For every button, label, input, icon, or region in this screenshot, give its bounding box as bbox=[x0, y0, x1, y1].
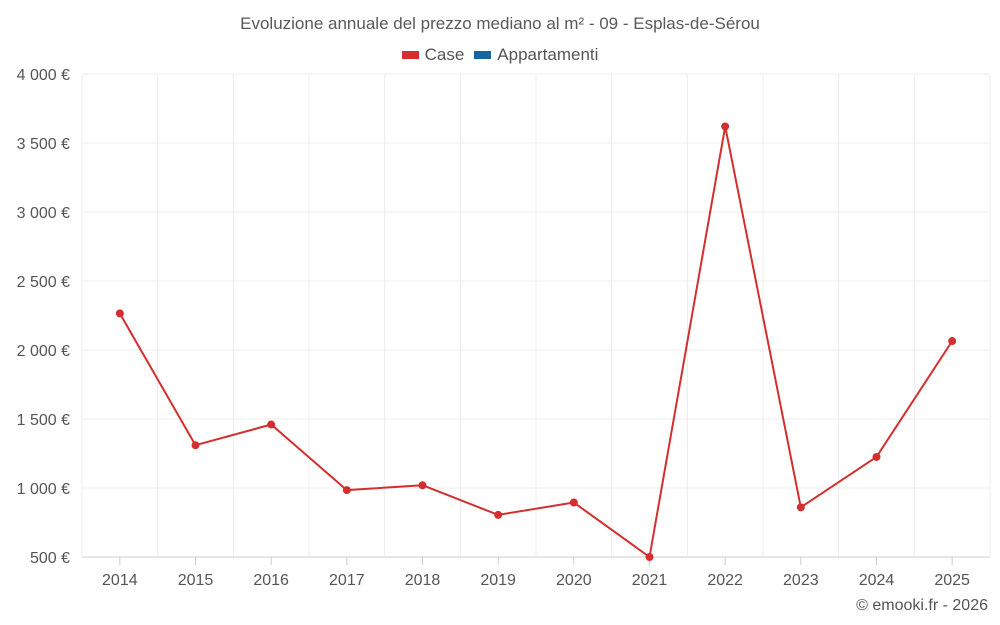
x-tick-label: 2020 bbox=[556, 572, 592, 589]
legend-label-case: Case bbox=[424, 45, 465, 64]
data-point bbox=[418, 481, 427, 490]
legend: Case Appartamenti bbox=[0, 45, 1000, 65]
data-point bbox=[948, 337, 957, 346]
data-point bbox=[494, 510, 503, 519]
x-tick-label: 2017 bbox=[329, 572, 365, 589]
data-point bbox=[872, 452, 881, 461]
y-tick-label: 3 000 € bbox=[17, 205, 70, 222]
legend-label-appartamenti: Appartamenti bbox=[497, 45, 599, 64]
chart-title: Evoluzione annuale del prezzo mediano al… bbox=[240, 14, 760, 33]
y-tick-label: 2 500 € bbox=[17, 274, 70, 291]
y-tick-label: 1 500 € bbox=[17, 412, 70, 429]
x-tick-label: 2022 bbox=[707, 572, 743, 589]
data-point bbox=[569, 498, 578, 507]
legend-item-appartamenti[interactable]: Appartamenti bbox=[474, 45, 598, 65]
data-point bbox=[342, 486, 351, 495]
x-tick-label: 2016 bbox=[253, 572, 289, 589]
y-tick-label: 3 500 € bbox=[17, 136, 70, 153]
x-tick-label: 2025 bbox=[934, 572, 970, 589]
x-tick-label: 2019 bbox=[480, 572, 516, 589]
x-tick-label: 2015 bbox=[178, 572, 214, 589]
x-tick-label: 2024 bbox=[859, 572, 895, 589]
data-point bbox=[796, 503, 805, 512]
data-point bbox=[191, 441, 200, 450]
x-tick-label: 2023 bbox=[783, 572, 819, 589]
x-tick-label: 2014 bbox=[102, 572, 138, 589]
data-point bbox=[645, 553, 654, 561]
y-tick-label: 4 000 € bbox=[17, 67, 70, 84]
x-tick-label: 2018 bbox=[405, 572, 441, 589]
legend-swatch-case bbox=[401, 51, 419, 59]
y-tick-label: 2 000 € bbox=[17, 343, 70, 360]
data-point bbox=[267, 420, 276, 429]
data-point bbox=[721, 122, 730, 131]
x-tick-label: 2021 bbox=[632, 572, 668, 589]
legend-item-case[interactable]: Case bbox=[401, 45, 465, 65]
y-tick-label: 1 000 € bbox=[17, 481, 70, 498]
legend-swatch-appartamenti bbox=[474, 51, 492, 59]
copyright-credit: © emooki.fr - 2026 bbox=[856, 597, 988, 614]
y-tick-label: 500 € bbox=[30, 550, 70, 567]
data-point bbox=[115, 309, 124, 318]
series-line-case bbox=[118, 125, 954, 558]
